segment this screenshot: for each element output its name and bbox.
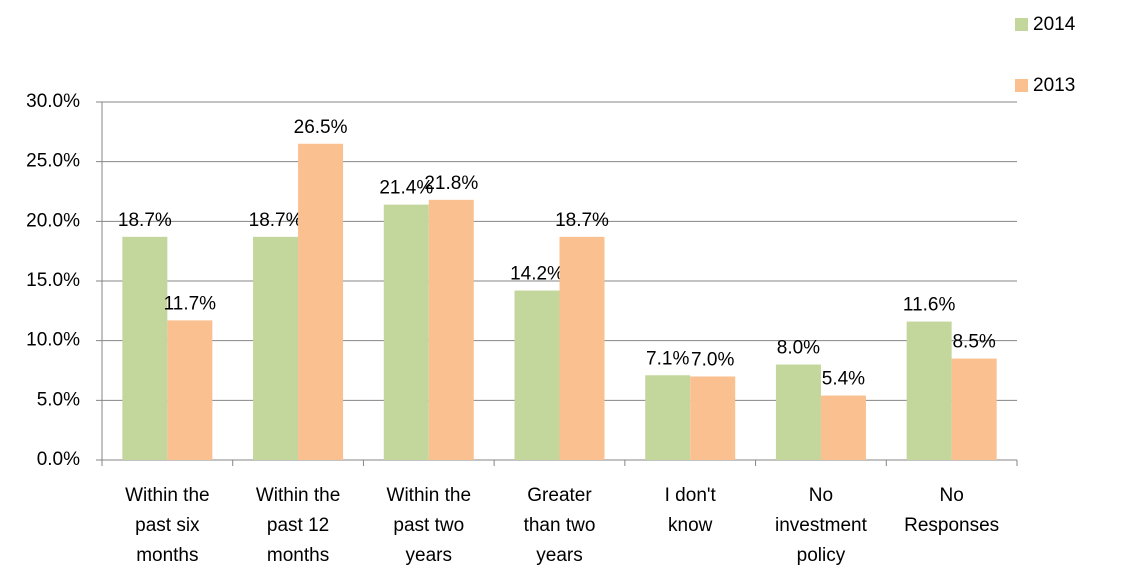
legend-swatch xyxy=(1015,79,1028,92)
bar xyxy=(514,290,560,460)
bar xyxy=(820,395,866,460)
y-tick-label: 30.0% xyxy=(26,91,80,112)
value-label: 18.7% xyxy=(555,210,609,231)
y-tick-label: 10.0% xyxy=(26,330,80,351)
legend-label: 2014 xyxy=(1033,14,1076,35)
value-label: 7.1% xyxy=(646,348,689,369)
bar xyxy=(690,376,736,460)
x-tick-label: I don't know xyxy=(665,485,717,536)
value-label: 21.8% xyxy=(424,173,478,194)
value-label: 11.7% xyxy=(164,293,217,314)
value-label: 8.5% xyxy=(952,332,995,353)
bar xyxy=(298,143,344,460)
y-tick-label: 15.0% xyxy=(26,270,80,291)
value-label: 18.7% xyxy=(118,210,172,231)
bar xyxy=(167,320,213,460)
value-label: 14.2% xyxy=(510,264,564,285)
bar xyxy=(775,364,821,460)
bar xyxy=(906,321,952,460)
legend-swatch xyxy=(1015,18,1028,31)
y-tick-label: 25.0% xyxy=(26,151,80,172)
legend-label: 2013 xyxy=(1033,75,1075,96)
value-label: 5.4% xyxy=(822,369,865,390)
value-label: 26.5% xyxy=(294,117,348,138)
x-tick-label: No investment policy xyxy=(775,485,868,566)
x-tick-label: Within the past 12 months xyxy=(256,485,340,566)
value-label: 21.4% xyxy=(379,178,433,199)
y-tick-label: 0.0% xyxy=(37,449,80,470)
bar xyxy=(559,236,605,460)
y-tick-label: 5.0% xyxy=(37,389,80,410)
bar xyxy=(645,375,691,460)
value-label: 11.6% xyxy=(903,295,956,316)
bar xyxy=(253,236,299,460)
bar xyxy=(428,199,474,460)
value-label: 7.0% xyxy=(691,349,734,370)
y-tick-label: 20.0% xyxy=(26,210,80,231)
x-tick-label: Within the past six months xyxy=(125,485,209,566)
x-tick-label: Within the past two years xyxy=(387,485,471,566)
x-tick-label: No Responses xyxy=(904,485,999,536)
value-label: 8.0% xyxy=(777,338,820,359)
x-tick-label: Greater than two years xyxy=(524,485,596,566)
value-label: 18.7% xyxy=(249,210,303,231)
bar xyxy=(951,358,997,460)
bar xyxy=(122,236,168,460)
bar xyxy=(383,204,429,460)
